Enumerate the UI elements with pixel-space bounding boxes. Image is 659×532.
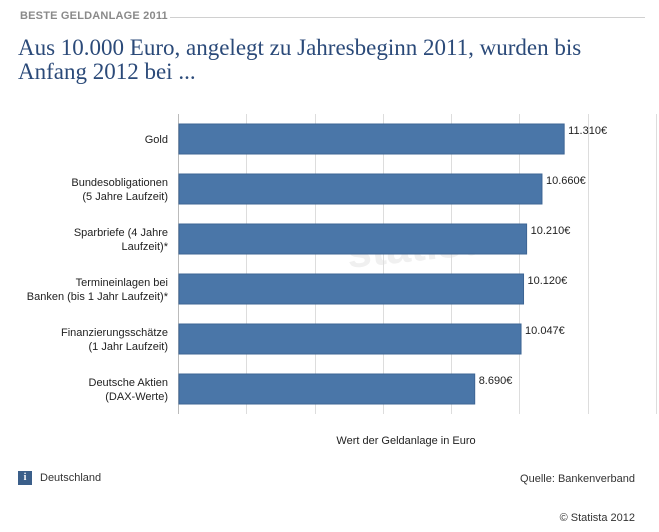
- data-label: 10.210€: [531, 225, 571, 237]
- category-label: Sparbriefe (4 Jahre: [74, 227, 168, 239]
- source-text: Quelle: Bankenverband: [520, 473, 635, 485]
- bar: [178, 123, 565, 155]
- chart-title: Aus 10.000 Euro, angelegt zu Jahresbegin…: [18, 35, 582, 84]
- bar: [178, 323, 522, 355]
- category-label: Gold: [145, 134, 168, 146]
- category-label: Bundesobligationen: [71, 177, 168, 189]
- data-label: 10.660€: [546, 175, 586, 187]
- data-label: 8.690€: [479, 375, 513, 387]
- data-label: 10.047€: [525, 325, 565, 337]
- x-axis-title: Wert der Geldanlage in Euro: [336, 435, 475, 447]
- copyright-text: © Statista 2012: [559, 512, 635, 524]
- category-label: Deutsche Aktien: [89, 377, 169, 389]
- data-label: 11.310€: [568, 125, 607, 137]
- bar: [178, 223, 528, 255]
- info-icon[interactable]: i: [18, 471, 32, 485]
- category-label: (1 Jahr Laufzeit): [89, 341, 168, 353]
- region-label: Deutschland: [40, 472, 102, 484]
- category-label: Banken (bis 1 Jahr Laufzeit)*: [27, 291, 169, 303]
- bar: [178, 273, 525, 305]
- bar: [178, 373, 476, 405]
- category-label: (5 Jahre Laufzeit): [82, 191, 168, 203]
- category-label: Finanzierungsschätze: [61, 327, 168, 339]
- header-divider: [170, 17, 645, 18]
- section-label: BESTE GELDANLAGE 2011: [20, 10, 168, 22]
- plot-area: [178, 114, 656, 414]
- category-label: Laufzeit)*: [122, 241, 169, 253]
- category-label: (DAX-Werte): [105, 391, 168, 403]
- bar: [178, 173, 543, 205]
- data-label: 10.120€: [528, 275, 568, 287]
- category-label: Termineinlagen bei: [76, 277, 168, 289]
- region-info[interactable]: i Deutschland: [18, 471, 101, 485]
